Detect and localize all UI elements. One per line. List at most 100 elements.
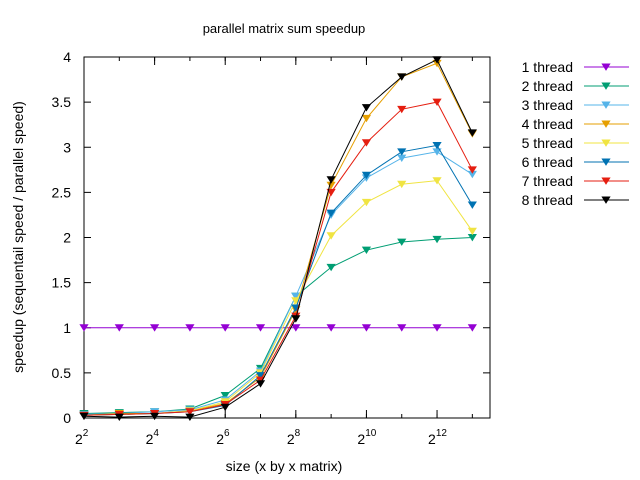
data-point xyxy=(467,234,477,242)
data-point xyxy=(397,148,407,156)
data-point xyxy=(397,105,407,114)
legend-label: 3 thread xyxy=(522,97,573,113)
chart-title: parallel matrix sum speedup xyxy=(203,21,366,36)
y-tick-label: 2.5 xyxy=(52,184,72,200)
x-tick-base: 2 xyxy=(287,431,295,447)
x-tick-label: 26 xyxy=(216,428,230,447)
data-point xyxy=(255,324,266,332)
data-point xyxy=(361,198,372,207)
x-tick-base: 2 xyxy=(357,431,365,447)
x-tick-base: 2 xyxy=(75,431,83,447)
data-point xyxy=(79,412,89,421)
data-point xyxy=(432,56,442,64)
data-point xyxy=(397,154,407,162)
y-tick-label: 2 xyxy=(63,230,71,246)
legend-label: 4 thread xyxy=(522,116,573,132)
data-point xyxy=(326,188,336,197)
data-point xyxy=(185,413,195,422)
legend-swatch-marker xyxy=(601,63,611,71)
series-line xyxy=(83,180,473,416)
y-tick-label: 3 xyxy=(63,139,71,155)
data-point xyxy=(326,176,336,184)
x-tick-label: 24 xyxy=(146,428,160,447)
x-tick-base: 2 xyxy=(146,431,154,447)
data-point xyxy=(326,181,336,190)
y-tick-label: 3.5 xyxy=(52,94,72,110)
series-4-thread xyxy=(79,59,477,420)
data-point xyxy=(432,235,442,244)
data-point xyxy=(397,324,407,332)
legend-swatch-marker xyxy=(601,120,611,128)
data-point xyxy=(432,98,442,107)
data-point xyxy=(467,227,477,236)
legend: 1 thread 2 thread 3 thread 4 thread 5 thread… xyxy=(522,59,629,208)
y-tick-label: 1.5 xyxy=(52,275,72,291)
data-point xyxy=(326,232,336,240)
legend-label: 1 thread xyxy=(522,59,573,75)
data-point xyxy=(326,263,336,272)
x-tick-label: 28 xyxy=(287,428,301,447)
data-point xyxy=(432,324,442,332)
data-point xyxy=(291,297,301,305)
data-point xyxy=(291,324,301,332)
legend-label: 6 thread xyxy=(522,154,573,170)
series-line xyxy=(83,101,473,416)
legend-swatch-marker xyxy=(601,82,611,90)
data-point xyxy=(220,391,230,400)
data-point xyxy=(397,73,407,81)
x-axis-title: size (x by x matrix) xyxy=(226,458,343,474)
data-point xyxy=(185,324,195,332)
data-point xyxy=(432,141,442,150)
data-point xyxy=(361,246,372,255)
x-tick-base: 2 xyxy=(428,431,436,447)
data-point xyxy=(467,324,477,332)
series-line xyxy=(83,151,473,415)
x-tick-exponent: 10 xyxy=(365,428,377,439)
data-point xyxy=(220,324,230,332)
data-point xyxy=(150,324,160,332)
data-point xyxy=(326,324,336,332)
y-tick-label: 0.5 xyxy=(52,365,72,381)
y-tick-label: 4 xyxy=(63,49,71,65)
x-tick-exponent: 8 xyxy=(295,428,301,439)
data-point xyxy=(114,413,124,422)
data-point xyxy=(114,324,124,332)
data-point xyxy=(150,412,160,421)
series-line xyxy=(83,62,473,416)
data-point xyxy=(467,170,477,179)
data-point xyxy=(467,201,477,209)
series-2-thread xyxy=(79,234,477,418)
x-tick-label: 22 xyxy=(75,428,89,447)
legend-label: 5 thread xyxy=(522,135,573,151)
y-axis-title: speedup (sequentail speed / parallel spe… xyxy=(10,101,26,373)
series-8-thread xyxy=(79,56,477,422)
series-7-thread xyxy=(79,98,477,420)
x-tick-base: 2 xyxy=(216,431,224,447)
series-5-thread xyxy=(79,177,477,420)
data-point xyxy=(361,324,372,332)
series-line xyxy=(83,59,473,418)
y-tick-label: 0 xyxy=(63,410,71,426)
series-line xyxy=(83,144,473,416)
data-point xyxy=(361,104,372,112)
data-point xyxy=(467,129,477,137)
data-point xyxy=(432,177,442,185)
data-point xyxy=(255,380,266,388)
legend-label: 8 thread xyxy=(522,192,573,208)
x-tick-exponent: 6 xyxy=(224,428,230,439)
data-point xyxy=(220,403,230,412)
data-point xyxy=(291,292,301,301)
data-point xyxy=(326,209,336,218)
data-point xyxy=(255,372,266,380)
data-point xyxy=(361,114,372,123)
legend-swatch-marker xyxy=(601,158,611,166)
data-point xyxy=(291,315,301,323)
x-tick-label: 212 xyxy=(428,428,447,447)
x-tick-label: 210 xyxy=(357,428,376,447)
plot-frame xyxy=(83,56,491,419)
x-tick-exponent: 12 xyxy=(436,428,448,439)
data-point xyxy=(361,139,372,147)
